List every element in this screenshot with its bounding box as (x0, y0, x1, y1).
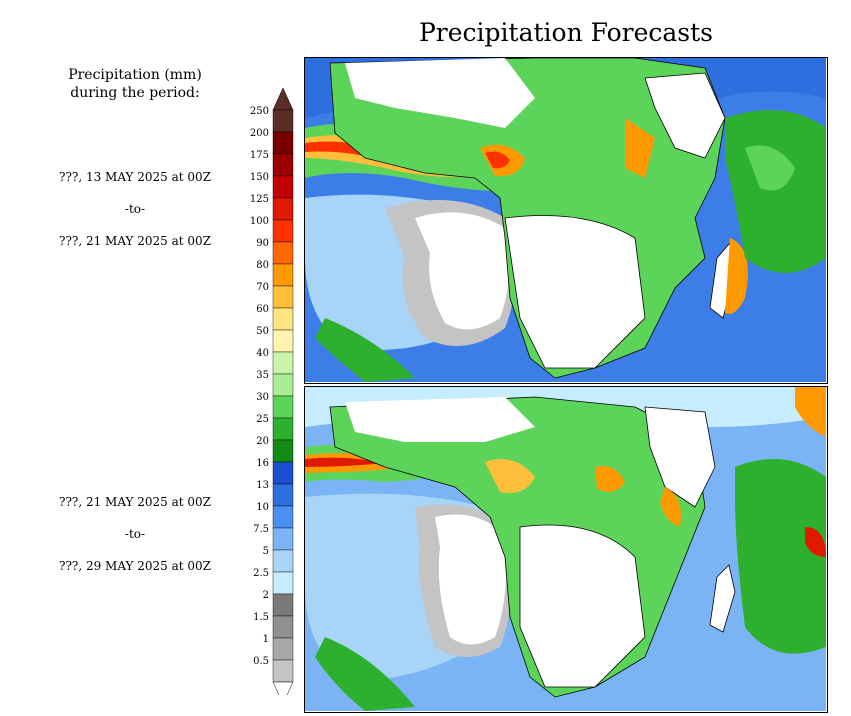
colorbar-tick-label: 0.5 (253, 656, 269, 667)
colorbar-swatch (272, 571, 294, 595)
period-2-end: ???, 29 MAY 2025 at 00Z (59, 559, 211, 573)
colorbar-tick-label: 16 (256, 458, 269, 469)
period-label-2: ???, 21 MAY 2025 at 00Z -to- ???, 29 MAY… (20, 495, 250, 591)
colorbar-tick-label: 70 (256, 282, 269, 293)
period-2-separator: -to- (124, 527, 146, 541)
colorbar-swatch (272, 219, 294, 243)
legend-heading: Precipitation (mm) during the period: (20, 66, 250, 102)
colorbar-tick-label: 2.5 (253, 568, 269, 579)
colorbar-swatch (272, 153, 294, 177)
colorbar-swatch (272, 329, 294, 353)
colorbar-swatch (272, 373, 294, 397)
colorbar-swatch (272, 109, 294, 133)
period-1-separator: -to- (124, 202, 146, 216)
colorbar-swatch (272, 659, 294, 683)
colorbar-swatch (272, 175, 294, 199)
colorbar-tick-label: 1 (263, 634, 269, 645)
colorbar-tick-label: 150 (250, 172, 269, 183)
colorbar-tick-label: 40 (256, 348, 269, 359)
colorbar-tick-label: 25 (256, 414, 269, 425)
colorbar-tick-label: 90 (256, 238, 269, 249)
colorbar-swatch (272, 505, 294, 529)
period-1-start: ???, 13 MAY 2025 at 00Z (59, 170, 211, 184)
colorbar-legend: 2502001751501251009080706050403530252016… (250, 87, 294, 695)
colorbar-swatch (272, 351, 294, 375)
colorbar-swatch (272, 527, 294, 551)
colorbar-top-arrow (272, 87, 294, 111)
legend-heading-line2: during the period: (70, 85, 200, 101)
colorbar-tick-label: 20 (256, 436, 269, 447)
colorbar-swatch (272, 285, 294, 309)
colorbar-tick-label: 125 (250, 194, 269, 205)
colorbar-tick-label: 1.5 (253, 612, 269, 623)
colorbar-tick-label: 30 (256, 392, 269, 403)
colorbar-tick-label: 2 (263, 590, 269, 601)
colorbar-tick-label: 10 (256, 502, 269, 513)
period-2-start: ???, 21 MAY 2025 at 00Z (59, 495, 211, 509)
colorbar-swatch (272, 637, 294, 661)
colorbar-tick-label: 250 (250, 106, 269, 117)
colorbar-swatch (272, 439, 294, 463)
colorbar-tick-label: 60 (256, 304, 269, 315)
colorbar-swatch (272, 241, 294, 265)
chart-title: Precipitation Forecasts (418, 18, 714, 47)
colorbar-tick-label: 5 (263, 546, 269, 557)
colorbar-bottom-arrow (272, 681, 294, 695)
period-1-end: ???, 21 MAY 2025 at 00Z (59, 234, 211, 248)
legend-heading-line1: Precipitation (mm) (68, 67, 202, 83)
colorbar-swatch (272, 483, 294, 507)
colorbar-tick-label: 50 (256, 326, 269, 337)
colorbar-tick-label: 100 (250, 216, 269, 227)
colorbar-swatch (272, 417, 294, 441)
colorbar-swatch (272, 263, 294, 287)
colorbar-swatch (272, 593, 294, 617)
colorbar-swatch (272, 615, 294, 639)
colorbar-tick-label: 13 (256, 480, 269, 491)
colorbar-swatch (272, 549, 294, 573)
colorbar-tick-label: 35 (256, 370, 269, 381)
precip-map-period-2 (304, 386, 828, 713)
colorbar-tick-label: 175 (250, 150, 269, 161)
colorbar-swatch (272, 461, 294, 485)
colorbar-swatch (272, 395, 294, 419)
colorbar-tick-label: 7.5 (253, 524, 269, 535)
period-label-1: ???, 13 MAY 2025 at 00Z -to- ???, 21 MAY… (20, 170, 250, 266)
colorbar-tick-label: 80 (256, 260, 269, 271)
colorbar-swatch (272, 197, 294, 221)
precip-map-period-1 (304, 57, 828, 384)
colorbar-swatch (272, 307, 294, 331)
colorbar-tick-label: 200 (250, 128, 269, 139)
colorbar-swatch (272, 131, 294, 155)
